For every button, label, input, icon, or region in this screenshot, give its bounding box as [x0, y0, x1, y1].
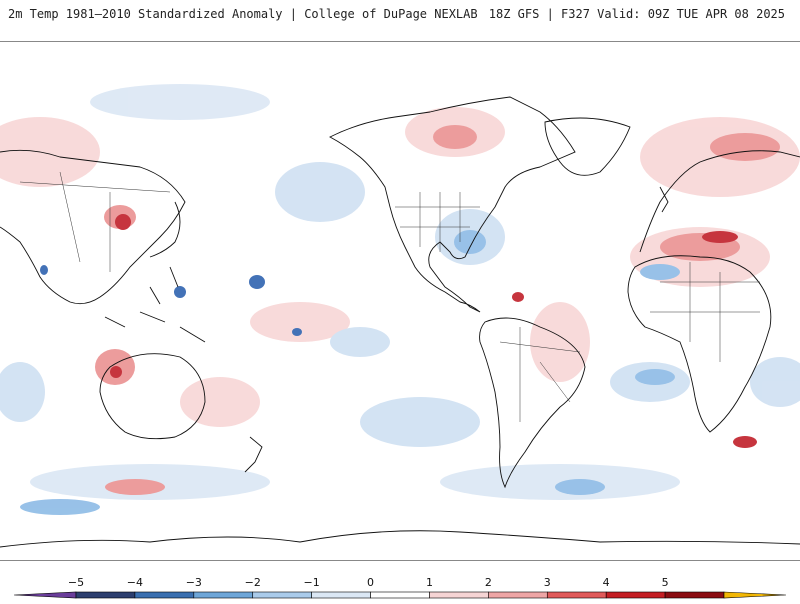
- colorbar-swatch: [75, 591, 136, 599]
- anomaly-map: [0, 41, 800, 561]
- colorbar-tick-label: 5: [661, 576, 669, 589]
- colorbar-swatch: [311, 591, 371, 599]
- colorbar-swatch: [13, 591, 77, 599]
- colorbar-swatch: [605, 591, 666, 599]
- anomaly-region: [105, 479, 165, 495]
- colorbar-tick-label: 3: [543, 576, 551, 589]
- greenland-outline: [544, 117, 631, 176]
- anomaly-region: [275, 162, 365, 222]
- anomaly-region: [292, 328, 302, 336]
- colorbar-swatch: [723, 591, 787, 599]
- colorbar-tick-label: −4: [126, 576, 144, 589]
- anomaly-region: [20, 499, 100, 515]
- anomaly-region: [640, 117, 800, 197]
- australia-outline: [99, 353, 206, 440]
- header: 2m Temp 1981–2010 Standardized Anomaly |…: [0, 0, 800, 40]
- anomaly-region: [733, 436, 757, 448]
- eurasia-outline: [0, 149, 800, 305]
- anomaly-region: [250, 302, 350, 342]
- anomaly-region: [0, 117, 100, 187]
- anomaly-region: [90, 84, 270, 120]
- anomaly-region: [174, 286, 186, 298]
- colorbar-tick-label: 0: [367, 576, 375, 589]
- colorbar-tick-label: −5: [67, 576, 85, 589]
- map-svg: [0, 84, 800, 548]
- colorbar-tick-label: −1: [303, 576, 320, 589]
- anomaly-region: [360, 397, 480, 447]
- south-america-outline: [479, 317, 586, 489]
- anomaly-region: [330, 327, 390, 357]
- anomaly-region: [750, 357, 800, 407]
- colorbar-swatches: [13, 591, 787, 599]
- map-title: 2m Temp 1981–2010 Standardized Anomaly |…: [8, 7, 478, 21]
- colorbar-tick-label: 4: [602, 576, 610, 589]
- anomaly-region: [530, 302, 590, 382]
- colorbar-swatch: [193, 591, 254, 599]
- colorbar-svg: [13, 591, 787, 599]
- anomaly-region: [110, 366, 122, 378]
- anomaly-region: [180, 377, 260, 427]
- anomaly-region: [710, 133, 780, 161]
- uk-outline: [659, 186, 669, 213]
- colorbar-swatch: [546, 591, 607, 599]
- japan-outline: [149, 201, 181, 258]
- colorbar: [0, 560, 800, 600]
- anomaly-region: [640, 264, 680, 280]
- anomaly-region: [702, 231, 738, 243]
- anomaly-region: [433, 125, 477, 149]
- anomaly-region: [635, 369, 675, 385]
- anomaly-region: [115, 214, 131, 230]
- colorbar-tick-label: 1: [425, 576, 433, 589]
- anomaly-region: [555, 479, 605, 495]
- anomaly-region: [40, 265, 48, 275]
- colorbar-tick-label: −3: [185, 576, 202, 589]
- anomaly-region: [440, 464, 680, 500]
- anomaly-region: [454, 230, 486, 254]
- new-zealand-outline: [244, 436, 263, 473]
- colorbar-swatch: [134, 591, 195, 599]
- colorbar-tick-label: −2: [244, 576, 261, 589]
- political-borders: [19, 171, 760, 422]
- colorbar-swatch: [664, 591, 725, 599]
- colorbar-swatch: [429, 591, 489, 599]
- anomaly-region: [512, 292, 524, 302]
- north-america-outline: [329, 96, 576, 313]
- coastlines: [0, 96, 800, 548]
- anomaly-region: [249, 275, 265, 289]
- africa-outline: [627, 255, 772, 433]
- colorbar-swatch: [370, 591, 430, 599]
- colorbar-tick-label: 2: [484, 576, 492, 589]
- antarctica-outline: [0, 530, 800, 548]
- colorbar-swatch: [252, 591, 312, 599]
- islands-outline: [104, 266, 206, 343]
- run-info: 18Z GFS | F327 Valid: 09Z TUE APR 08 202…: [488, 7, 785, 21]
- colorbar-swatch: [488, 591, 548, 599]
- anomaly-fill-layer: [0, 84, 800, 515]
- anomaly-region: [0, 362, 45, 422]
